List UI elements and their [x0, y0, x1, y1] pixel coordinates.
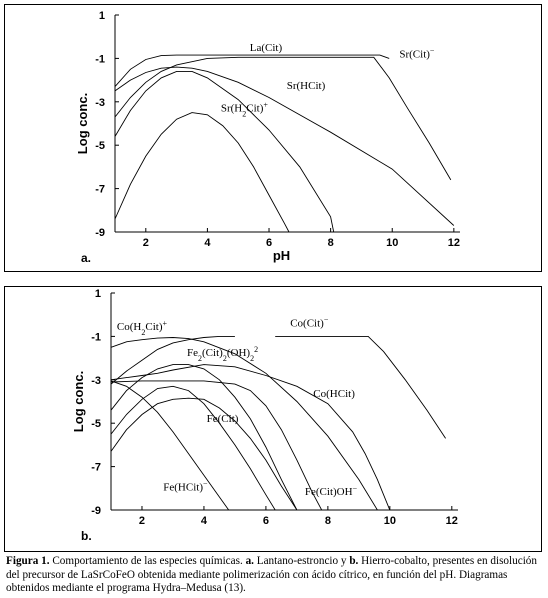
- x-tick-label: 10: [384, 515, 396, 527]
- series-line-la-cit-: [114, 54, 390, 87]
- series-line-unlabeled-7: [110, 385, 276, 511]
- series-line-fe-hcit-: [110, 380, 230, 511]
- y-tick-label: -3: [95, 97, 105, 109]
- series-line-fe-cit-oh: [110, 397, 298, 511]
- series-line-unlabeled-4: [114, 112, 290, 233]
- series-label: Sr(HCit): [287, 80, 326, 92]
- caption-text-3: Hierro-cobalto, presentes en disolución …: [6, 555, 537, 594]
- x-tick-label: 2: [143, 237, 149, 249]
- series-label: Co(Cit)−: [290, 315, 329, 330]
- x-tick-label: 12: [446, 515, 458, 527]
- series-label: Fe(Cit): [207, 413, 239, 425]
- series-line-sr-cit-: [114, 56, 452, 181]
- chart-panel-b: 1 -1 -3 -5 -7 -9 2 4 6 8 10 12 Log conc. b. Co(H2Cit)+…: [4, 286, 542, 552]
- y-tick-label: 1: [99, 10, 105, 22]
- chart-b-svg: 1 -1 -3 -5 -7 -9 2 4 6 8 10 12 Log conc. b. Co(H2Cit)+…: [71, 288, 458, 543]
- series-label: Sr(H2Cit)+: [221, 100, 269, 118]
- series-line-co-cit-: [275, 335, 446, 439]
- caption-b-label: b.: [349, 555, 359, 567]
- y-axis-label: Log conc.: [75, 93, 90, 154]
- series-label: Fe(Cit)OH−: [305, 483, 358, 498]
- y-tick-label: -1: [95, 53, 105, 65]
- series-label: Sr(Cit)−: [399, 46, 435, 61]
- x-tick-label: 12: [448, 237, 460, 249]
- y-tick-label: 1: [95, 288, 101, 300]
- series-line-unlabeled-8: [110, 364, 298, 511]
- series-label: Co(HCit): [313, 388, 355, 400]
- panel-label: a.: [81, 251, 91, 265]
- y-tick-label: -5: [91, 418, 101, 430]
- panel-label: b.: [81, 529, 92, 543]
- chart-panel-a: 1 -1 -3 -5 -7 -9 2 4 6 8 10 12 Log conc. pH a. La(Cit) S…: [4, 4, 542, 272]
- caption-text-1: Comportamiento de las especies químicas.: [49, 555, 246, 567]
- y-tick-label: -5: [95, 140, 105, 152]
- series-line-sr-hcit-: [114, 66, 455, 226]
- x-tick-label: 4: [201, 515, 208, 527]
- caption-a-label: a.: [245, 555, 254, 567]
- caption-fig-label: Figura 1.: [6, 555, 50, 567]
- series-label: Fe2(Cit)2(OH)22: [187, 344, 258, 362]
- chart-a-svg: 1 -1 -3 -5 -7 -9 2 4 6 8 10 12 Log conc. pH a. La(Cit) S…: [75, 10, 460, 265]
- series-line-fe2-cit-2-oh-2: [110, 335, 235, 385]
- y-tick-label: -7: [95, 184, 105, 196]
- y-tick-label: -9: [95, 227, 105, 239]
- series-line-co-h2cit-: [110, 337, 378, 511]
- series-label: La(Cit): [250, 42, 283, 54]
- x-tick-label: 6: [263, 515, 269, 527]
- series-line-co-hcit-: [110, 364, 391, 511]
- series-label: Co(H2Cit)+: [117, 318, 168, 336]
- series-label: Fe(HCit)−: [163, 479, 208, 494]
- y-axis-label: Log conc.: [71, 371, 86, 432]
- x-tick-label: 8: [328, 237, 334, 249]
- series-line-fe-cit-: [110, 380, 323, 511]
- caption-text-2: Lantano-estroncio y: [253, 555, 350, 567]
- y-tick-label: -3: [91, 375, 101, 387]
- x-tick-label: 8: [325, 515, 331, 527]
- y-tick-label: -9: [91, 505, 101, 517]
- x-axis-label: pH: [273, 248, 290, 263]
- x-tick-label: 10: [386, 237, 398, 249]
- series-line-sr-h2cit-: [114, 70, 335, 233]
- y-tick-label: -1: [91, 331, 101, 343]
- x-tick-label: 6: [266, 237, 272, 249]
- x-tick-label: 2: [139, 515, 145, 527]
- figure-caption: Figura 1. Comportamiento de las especies…: [6, 555, 544, 596]
- x-tick-label: 4: [204, 237, 211, 249]
- y-tick-label: -7: [91, 462, 101, 474]
